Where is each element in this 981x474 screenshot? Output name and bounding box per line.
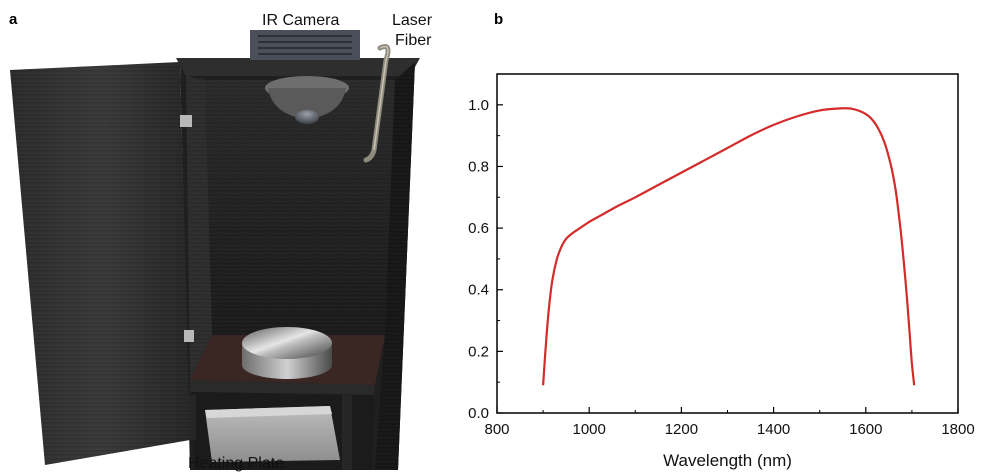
plot-frame <box>496 73 959 414</box>
hinge-top <box>180 115 192 127</box>
x-tick-label: 1200 <box>665 421 698 438</box>
panel-b-letter: b <box>494 11 504 28</box>
heating-plate <box>205 406 340 462</box>
x-tick-label: 1000 <box>573 421 606 438</box>
x-tick-label: 1800 <box>941 421 974 438</box>
setup-illustration <box>10 30 420 470</box>
y-tick-label: 0.4 <box>468 282 489 299</box>
panel-a-letter: a <box>9 11 18 28</box>
x-tick-label: 1400 <box>757 421 790 438</box>
label-laser: Laser <box>392 12 433 29</box>
label-ir-camera: IR Camera <box>262 12 340 29</box>
y-tick-label: 0.6 <box>468 220 489 237</box>
ir-camera-body <box>250 30 360 60</box>
camera-lens <box>295 110 319 124</box>
x-tick-label: 800 <box>484 421 509 438</box>
y-tick-label: 0.2 <box>468 343 489 360</box>
x-axis-title: Wavelength (nm) <box>663 451 792 470</box>
y-tick-label: 1.0 <box>468 97 489 114</box>
chart: 0.0 0.2 0.4 0.6 0.8 1.0 800 1000 1200 1400 1600 18… <box>468 73 975 470</box>
label-heating-plate: Heating Plate <box>188 455 285 472</box>
hinge-bottom <box>184 330 194 342</box>
label-fiber: Fiber <box>395 32 432 49</box>
x-tick-label: 1600 <box>849 421 882 438</box>
y-tick-label: 0.8 <box>468 158 489 175</box>
series-line <box>542 107 916 386</box>
y-tick-label: 0.0 <box>468 405 489 422</box>
cabinet-top <box>176 58 420 76</box>
